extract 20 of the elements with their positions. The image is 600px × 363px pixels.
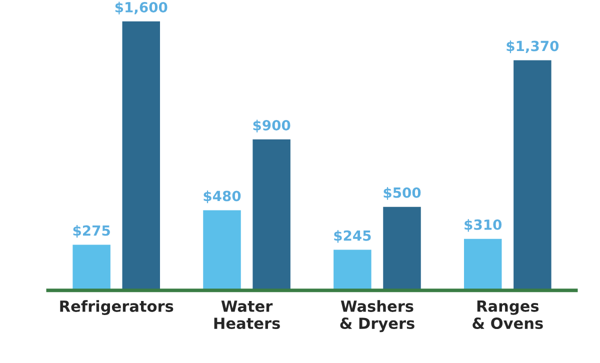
data-label: $480 [204,190,241,204]
x-tick-label: Water Heaters [214,300,280,330]
bar [512,58,553,290]
bar [462,237,504,290]
bar [120,20,162,290]
data-label: $275 [73,225,110,238]
data-label: $1,600 [115,2,168,14]
bar [382,205,422,290]
x-tick-label: Washers & Dryers [340,300,414,332]
bar [251,138,292,290]
data-label: $310 [464,219,502,232]
data-label: $1,370 [506,40,559,54]
data-label: $500 [384,187,421,200]
x-tick-label: Ranges & Ovens [472,300,543,330]
x-tick-label: Refrigerators [60,300,174,316]
bar [71,243,112,290]
bar [202,208,242,290]
data-label: $900 [253,120,290,132]
bar [332,248,373,290]
data-label: $245 [334,230,371,243]
